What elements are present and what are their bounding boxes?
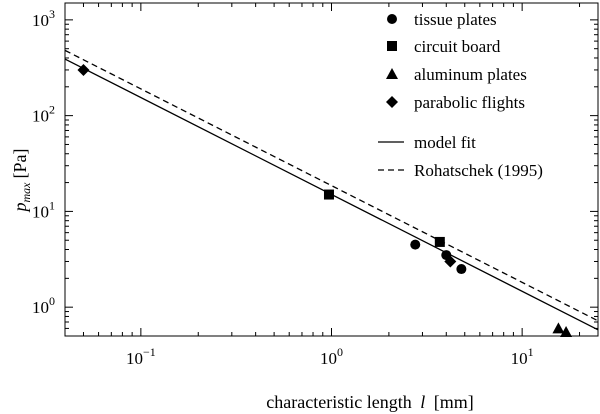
legend-diamond-marker [386, 96, 398, 108]
legend-label: aluminum plates [414, 65, 527, 84]
circle-data-point [456, 264, 467, 275]
y-axis-label: pmax[Pa] [10, 149, 33, 214]
x-tick-label: 10−1 [126, 345, 156, 368]
x-axis-label: characteristic length l [mm] [266, 392, 473, 412]
circle-data-point [410, 239, 421, 250]
legend-square-marker [387, 41, 397, 51]
x-tick-label: 101 [511, 345, 534, 368]
square-data-point [434, 236, 445, 247]
legend-label: Rohatschek (1995) [414, 161, 543, 180]
diamond-data-point [77, 63, 90, 76]
triangle-data-point [560, 326, 573, 338]
rohatschek-line [64, 49, 599, 322]
legend-label: circuit board [414, 37, 501, 56]
x-tick-label: 100 [320, 345, 343, 368]
square-data-point [323, 189, 334, 200]
legend-circle-marker [387, 14, 397, 24]
legend-label: parabolic flights [414, 93, 525, 112]
y-tick-label: 100 [32, 294, 55, 317]
legend-label: tissue plates [414, 10, 497, 29]
legend-triangle-marker [386, 68, 398, 79]
triangle-data-point [552, 322, 565, 334]
legend-label: model fit [414, 133, 476, 152]
y-tick-label: 102 [32, 103, 55, 126]
diamond-data-point [444, 255, 457, 268]
y-tick-label: 101 [32, 198, 55, 221]
y-tick-label: 103 [32, 7, 55, 30]
